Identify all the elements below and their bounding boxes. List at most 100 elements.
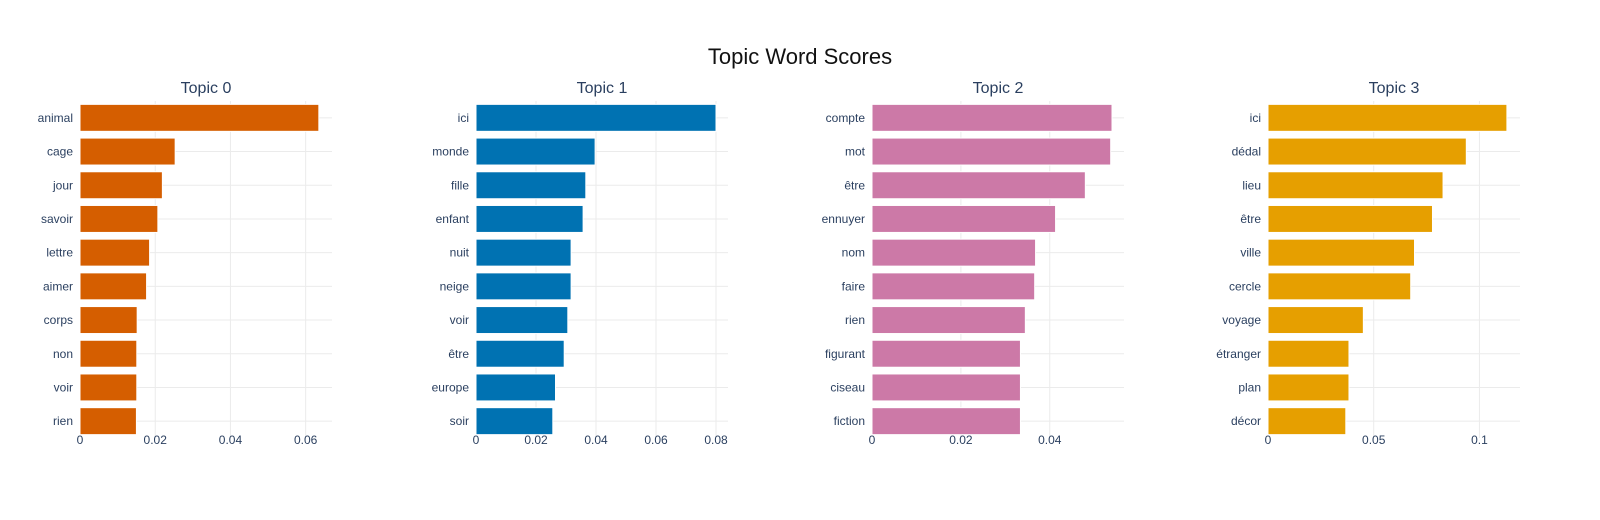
bar-décor: [1267, 407, 1347, 436]
x-tick-label: 0.04: [584, 433, 608, 447]
bar-rien: [79, 407, 137, 436]
category-label: aimer: [43, 279, 73, 293]
bar-corps: [79, 306, 138, 335]
bar-figurant: [871, 339, 1021, 368]
category-label: rien: [845, 313, 865, 327]
x-tick-label: 0.05: [1362, 433, 1386, 447]
bar-voir: [79, 373, 138, 402]
category-label: enfant: [436, 212, 470, 226]
bar-soir: [475, 407, 554, 436]
bar-nuit: [475, 238, 572, 267]
bar-fille: [475, 171, 587, 200]
bar-ici: [475, 103, 717, 132]
bar-enfant: [475, 204, 584, 233]
category-label: lettre: [46, 246, 73, 260]
category-label: être: [1240, 212, 1261, 226]
panel-topic-0: Topic 0 animal cage jour savoir lettre aimer co…: [38, 80, 332, 447]
category-label: non: [53, 347, 73, 361]
category-label: décor: [1231, 414, 1261, 428]
category-label: être: [448, 347, 469, 361]
bar-lettre: [79, 238, 151, 267]
bar-dédal: [1267, 137, 1467, 166]
bar-plan: [1267, 373, 1350, 402]
panel-title: Topic 0: [181, 80, 232, 97]
bar-être: [1267, 204, 1433, 233]
category-label: rien: [53, 414, 73, 428]
bar-compte: [871, 103, 1113, 132]
category-label: voir: [450, 313, 469, 327]
bar-non: [79, 339, 138, 368]
category-label: cercle: [1229, 279, 1261, 293]
bar-monde: [475, 137, 596, 166]
x-tick-label: 0: [473, 433, 480, 447]
x-tick-label: 0: [869, 433, 876, 447]
category-label: fiction: [834, 414, 865, 428]
category-label: nuit: [450, 246, 470, 260]
category-label: ennuyer: [822, 212, 865, 226]
bar-ciseau: [871, 373, 1021, 402]
bar-cercle: [1267, 272, 1412, 301]
category-label: ville: [1240, 246, 1261, 260]
bar-ennuyer: [871, 204, 1057, 233]
bar-aimer: [79, 272, 148, 301]
bar-faire: [871, 272, 1036, 301]
category-label: compte: [826, 111, 866, 125]
bar-nom: [871, 238, 1037, 267]
category-label: mot: [845, 145, 866, 159]
bar-europe: [475, 373, 556, 402]
x-tick-label: 0: [77, 433, 84, 447]
x-tick-label: 0.06: [294, 433, 318, 447]
bar-voir: [475, 306, 569, 335]
chart-title: Topic Word Scores: [708, 44, 892, 69]
category-label: lieu: [1242, 178, 1261, 192]
category-label: jour: [52, 178, 73, 192]
category-label: corps: [44, 313, 73, 327]
bar-savoir: [79, 204, 159, 233]
category-label: nom: [842, 246, 865, 260]
x-tick-label: 0.08: [704, 433, 728, 447]
category-label: europe: [432, 380, 470, 394]
panel-topic-1: Topic 1 ici monde fille enfant nuit neige voir ê…: [432, 80, 728, 447]
bar-rien: [871, 306, 1026, 335]
category-label: voyage: [1222, 313, 1261, 327]
bar-jour: [79, 171, 163, 200]
category-label: figurant: [825, 347, 866, 361]
bar-voyage: [1267, 306, 1364, 335]
panel-title: Topic 1: [577, 80, 628, 97]
x-tick-label: 0.04: [1038, 433, 1062, 447]
bar-fiction: [871, 407, 1021, 436]
category-label: étranger: [1216, 347, 1261, 361]
category-label: dédal: [1232, 145, 1261, 159]
x-tick-label: 0.02: [949, 433, 973, 447]
category-label: animal: [38, 111, 73, 125]
category-label: ici: [1250, 111, 1261, 125]
bar-mot: [871, 137, 1112, 166]
bar-animal: [79, 103, 320, 132]
category-label: ciseau: [830, 380, 865, 394]
panel-topic-3: Topic 3 ici dédal lieu être ville cercle voyage…: [1216, 80, 1520, 447]
x-tick-label: 0.06: [644, 433, 668, 447]
bar-ville: [1267, 238, 1416, 267]
bar-ici: [1267, 103, 1508, 132]
bar-neige: [475, 272, 572, 301]
category-label: monde: [432, 145, 469, 159]
x-tick-label: 0.04: [219, 433, 243, 447]
bar-étranger: [1267, 339, 1350, 368]
bar-être: [871, 171, 1086, 200]
category-label: être: [844, 178, 865, 192]
x-tick-label: 0.02: [144, 433, 168, 447]
category-label: ici: [458, 111, 469, 125]
x-tick-label: 0.02: [524, 433, 548, 447]
category-label: faire: [842, 279, 866, 293]
category-label: cage: [47, 145, 73, 159]
panel-title: Topic 2: [973, 80, 1024, 97]
panel-title: Topic 3: [1369, 80, 1420, 97]
bar-cage: [79, 137, 176, 166]
category-label: neige: [440, 279, 470, 293]
x-tick-label: 0: [1265, 433, 1272, 447]
category-label: fille: [451, 178, 469, 192]
bar-être: [475, 339, 565, 368]
category-label: voir: [54, 380, 73, 394]
category-label: plan: [1238, 380, 1261, 394]
